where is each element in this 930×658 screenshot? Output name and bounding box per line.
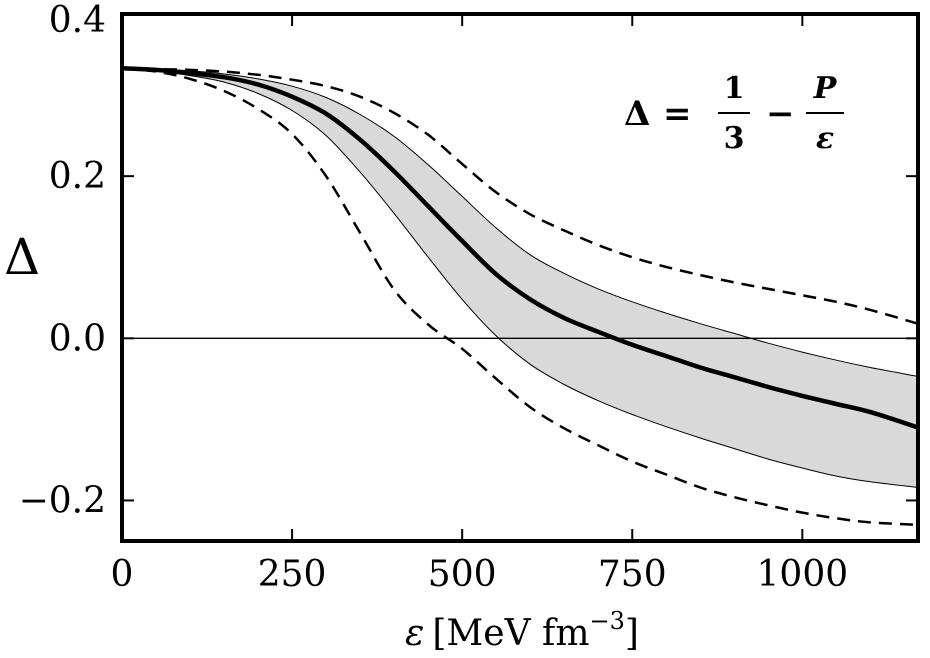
x-axis-title-exponent: −3 [590,607,625,635]
series-line-central [121,66,919,430]
series-line-band-lower [121,67,919,488]
x-tick-label: 750 [598,554,667,595]
x-tick-label: 0 [111,554,134,595]
x-axis-title-close: ] [625,613,639,654]
uncertainty-band-group [122,68,918,488]
equation-lhs: Δ [624,94,650,134]
equation-annotation: Δ = 1 3 − P ε [624,71,844,156]
y-tick-label: 0.4 [49,0,106,41]
uncertainty-band [122,68,918,488]
y-axis-title: Δ [4,228,40,286]
x-tick-label: 250 [258,554,327,595]
series-line-dashed-upper [121,67,919,325]
equation-minus: − [766,94,795,134]
series-line-dashed-lower [121,67,919,527]
equation-fraction2-denominator: ε [816,121,834,156]
x-tick-label: 500 [428,554,497,595]
equation-equals: = [663,94,692,134]
equation-fraction2-numerator: P [813,71,838,106]
series-group [121,66,919,527]
equation-fraction1-numerator: 1 [724,71,745,106]
y-tick-label: −0.2 [19,480,106,521]
y-tick-label: 0.0 [49,318,106,359]
tick-labels-group: 0 250 500 750 1000 −0.2 0.0 0.2 0.4 [19,0,849,595]
equation-fraction1-denominator: 3 [724,121,745,156]
y-tick-label: 0.2 [49,156,106,197]
plot-frame [120,12,920,543]
x-axis-title: ε [MeV fm−3] [405,607,639,654]
series-line-band-upper [121,67,919,377]
x-axis-title-unit: [MeV fm [432,613,589,654]
x-axis-title-symbol: ε [405,613,424,654]
x-tick-label: 1000 [757,554,849,595]
